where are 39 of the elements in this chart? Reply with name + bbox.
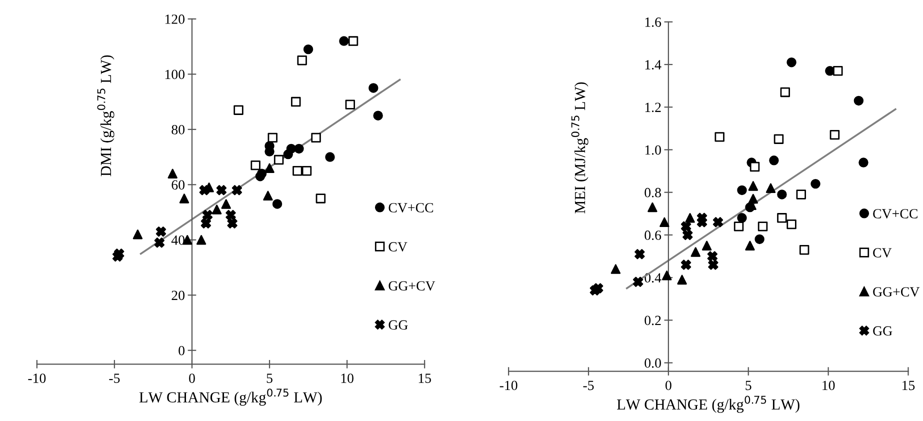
- y-tick-label: 1.6: [645, 18, 662, 27]
- y-tick-label: 0.0: [644, 358, 661, 368]
- legend-label: CV: [388, 242, 408, 252]
- x-axis-title: LW CHANGE (g/kg$^{0.75}$ LW): [139, 388, 322, 406]
- legend-label: CV+CC: [873, 209, 918, 218]
- y-tick-label: 1.2: [645, 102, 661, 112]
- y-axis-title: MEI (MJ/kg$^{0.75}$ LW): [571, 82, 588, 214]
- y-tick-label: 20: [172, 290, 185, 300]
- y-tick-label: 60: [172, 180, 185, 190]
- y-tick-label: 0: [178, 346, 185, 356]
- legend-label: GG+CV: [873, 287, 920, 297]
- y-tick-label: 80: [172, 125, 185, 134]
- x-tick-label: 0: [189, 374, 195, 383]
- y-tick-label: 100: [165, 70, 185, 80]
- y-tick-label: 1.0: [645, 145, 661, 155]
- x-tick-label: 10: [822, 380, 835, 390]
- legend-label: GG: [873, 326, 892, 336]
- x-tick-label: -5: [109, 374, 120, 383]
- x-tick-label: 0: [665, 380, 672, 390]
- legend-label: CV: [873, 248, 892, 258]
- x-axis-title: LW CHANGE (g/kg$^{0.75}$ LW): [617, 396, 800, 413]
- y-tick-label: 120: [165, 14, 185, 24]
- legend-label: CV+CC: [388, 203, 434, 212]
- legend-label: GG+CV: [388, 281, 436, 291]
- x-tick-label: -10: [28, 374, 46, 383]
- x-tick-label: 10: [341, 374, 354, 383]
- y-tick-label: 1.4: [645, 60, 662, 70]
- x-tick-label: 15: [902, 380, 915, 390]
- x-tick-label: 15: [418, 374, 431, 383]
- x-tick-label: 5: [746, 380, 752, 390]
- y-tick-label: 0.6: [644, 230, 662, 240]
- y-tick-label: 0.8: [644, 188, 661, 198]
- y-tick-label: 40: [171, 235, 185, 245]
- y-tick-label: 0.2: [644, 316, 661, 326]
- x-tick-label: 5: [266, 374, 272, 383]
- legend-label: GG: [388, 320, 408, 330]
- y-axis-title: DMI (g/kg$^{0.75}$ LW): [97, 55, 114, 176]
- x-tick-label: -10: [500, 380, 518, 390]
- x-tick-label: -5: [583, 380, 594, 390]
